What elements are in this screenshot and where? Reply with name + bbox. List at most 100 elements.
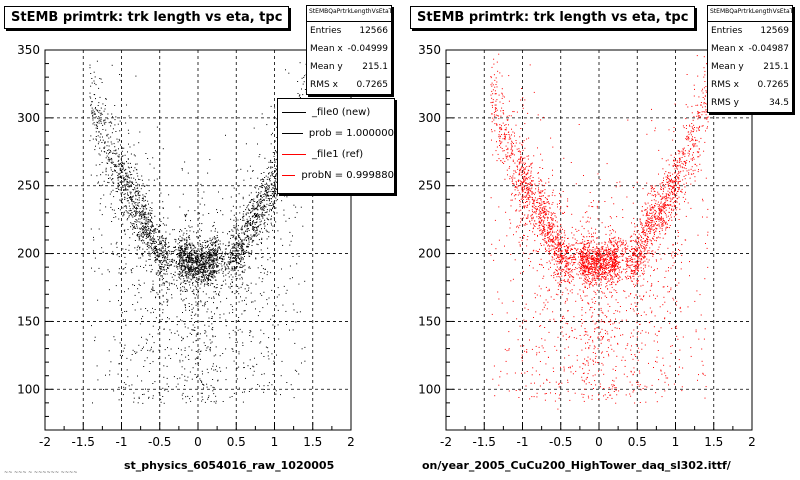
- data-point: [144, 199, 146, 201]
- data-point: [210, 258, 212, 260]
- data-point: [239, 206, 241, 208]
- data-point: [190, 269, 192, 271]
- data-point: [161, 275, 163, 277]
- data-point: [237, 251, 239, 252]
- data-point: [256, 203, 258, 205]
- data-point: [131, 199, 133, 201]
- data-point: [246, 240, 247, 242]
- data-point: [160, 253, 162, 255]
- data-point: [264, 190, 266, 192]
- data-point: [547, 232, 549, 234]
- data-point: [547, 217, 549, 219]
- data-point: [654, 204, 655, 206]
- data-point: [224, 253, 226, 254]
- data-point: [233, 242, 235, 244]
- data-point: [207, 270, 209, 272]
- data-point: [184, 214, 186, 216]
- data-point: [581, 256, 582, 257]
- data-point: [193, 329, 195, 331]
- data-point: [111, 159, 113, 161]
- data-point: [161, 237, 163, 239]
- data-point: [272, 191, 274, 192]
- data-point: [243, 215, 245, 217]
- data-point: [152, 395, 154, 397]
- data-point: [109, 319, 111, 321]
- data-point: [142, 223, 144, 224]
- data-point: [247, 225, 249, 227]
- data-point: [148, 219, 150, 221]
- data-point: [199, 243, 201, 245]
- data-point: [179, 264, 181, 266]
- data-point: [211, 245, 213, 247]
- data-point: [233, 266, 235, 267]
- data-point: [117, 177, 119, 179]
- data-point: [256, 228, 258, 230]
- data-point: [271, 173, 273, 175]
- data-point: [206, 253, 208, 255]
- data-point: [266, 192, 268, 194]
- data-point: [232, 252, 233, 254]
- data-point: [241, 313, 243, 315]
- data-point: [160, 266, 161, 267]
- data-point: [242, 247, 244, 249]
- data-point: [110, 167, 112, 169]
- data-point: [206, 283, 208, 285]
- data-point: [130, 226, 132, 228]
- data-point: [210, 385, 212, 387]
- data-point: [236, 249, 238, 251]
- data-point: [231, 396, 233, 397]
- data-point: [263, 209, 265, 211]
- data-point: [131, 215, 133, 217]
- data-point: [206, 268, 208, 270]
- data-point: [124, 197, 126, 199]
- data-point: [96, 124, 98, 126]
- data-point: [204, 274, 206, 276]
- data-point: [154, 230, 156, 232]
- data-point: [192, 278, 194, 280]
- data-point: [129, 208, 131, 210]
- data-point: [694, 145, 696, 147]
- data-point: [588, 255, 590, 257]
- data-point: [212, 256, 214, 258]
- data-point: [269, 257, 271, 259]
- data-point: [156, 251, 158, 253]
- data-point: [255, 226, 257, 228]
- data-point: [127, 162, 129, 164]
- data-point: [246, 284, 248, 286]
- data-point: [250, 200, 252, 202]
- data-point: [235, 236, 237, 238]
- data-point: [268, 198, 270, 200]
- data-point: [244, 250, 246, 252]
- data-point: [228, 286, 230, 288]
- data-point: [251, 205, 253, 207]
- data-point: [644, 224, 646, 226]
- data-point: [130, 214, 132, 216]
- data-point: [165, 240, 166, 242]
- data-point: [198, 250, 200, 252]
- data-point: [154, 229, 156, 231]
- data-point: [136, 212, 138, 214]
- data-point: [254, 186, 256, 188]
- data-point: [216, 256, 218, 258]
- data-point: [221, 265, 223, 267]
- data-point: [289, 329, 290, 331]
- data-point: [243, 233, 245, 235]
- data-point: [182, 259, 184, 261]
- data-point: [278, 338, 280, 340]
- data-point: [249, 220, 251, 221]
- data-point: [166, 304, 168, 306]
- data-point: [183, 269, 185, 271]
- data-point: [220, 249, 221, 251]
- data-point: [275, 169, 277, 171]
- data-point: [606, 267, 608, 268]
- data-point: [181, 237, 183, 239]
- data-point: [178, 276, 180, 278]
- data-point: [650, 231, 652, 233]
- data-point: [108, 122, 110, 124]
- data-point: [255, 222, 257, 223]
- data-point: [214, 259, 215, 261]
- data-point: [248, 222, 250, 224]
- data-point: [649, 247, 651, 249]
- data-point: [215, 369, 217, 371]
- data-point: [119, 354, 121, 356]
